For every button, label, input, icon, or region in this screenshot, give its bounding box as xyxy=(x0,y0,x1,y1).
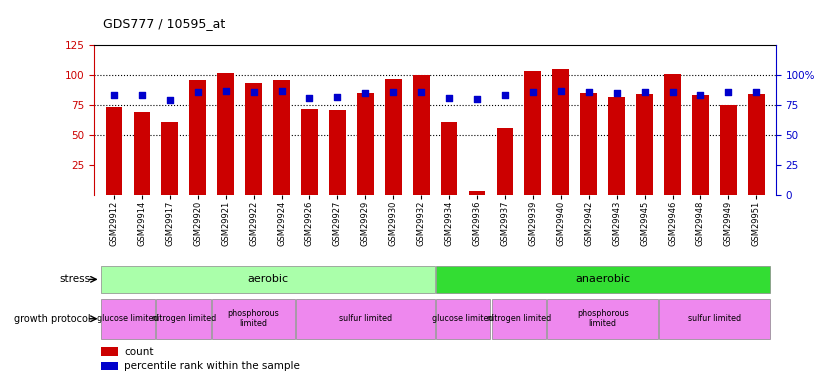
Bar xyxy=(329,110,346,195)
Bar xyxy=(101,347,117,356)
Point xyxy=(498,92,511,98)
Point xyxy=(387,89,400,95)
Point xyxy=(359,90,372,96)
Point xyxy=(750,89,763,95)
Text: phosphorous
limited: phosphorous limited xyxy=(227,309,279,328)
Point xyxy=(443,95,456,101)
Text: glucose limited: glucose limited xyxy=(433,314,493,323)
Bar xyxy=(636,94,653,195)
Point xyxy=(582,89,595,95)
Text: GDS777 / 10595_at: GDS777 / 10595_at xyxy=(103,17,225,30)
Bar xyxy=(441,122,457,195)
Bar xyxy=(162,122,178,195)
Bar xyxy=(492,299,546,339)
Bar xyxy=(245,83,262,195)
Point xyxy=(666,89,679,95)
Text: aerobic: aerobic xyxy=(247,274,288,284)
Point xyxy=(554,88,567,94)
Bar xyxy=(296,299,434,339)
Bar xyxy=(664,74,681,195)
Point xyxy=(694,92,707,98)
Text: sulfur limited: sulfur limited xyxy=(688,314,741,323)
Text: nitrogen limited: nitrogen limited xyxy=(152,314,216,323)
Point xyxy=(108,92,121,98)
Text: count: count xyxy=(125,347,154,357)
Point xyxy=(275,88,288,94)
Bar xyxy=(301,109,318,195)
Point xyxy=(303,95,316,101)
Bar xyxy=(157,299,211,339)
Point xyxy=(247,89,260,95)
Text: stress: stress xyxy=(59,274,90,284)
Point xyxy=(722,89,735,95)
Bar xyxy=(436,299,490,339)
Point xyxy=(219,88,232,94)
Bar xyxy=(273,80,290,195)
Bar xyxy=(580,93,597,195)
Bar xyxy=(469,191,485,195)
Bar xyxy=(385,79,401,195)
Bar xyxy=(413,75,429,195)
Point xyxy=(526,89,539,95)
Text: phosphorous
limited: phosphorous limited xyxy=(577,309,629,328)
Bar xyxy=(497,128,513,195)
Text: percentile rank within the sample: percentile rank within the sample xyxy=(125,361,300,371)
Bar xyxy=(190,80,206,195)
Bar xyxy=(101,362,117,370)
Bar xyxy=(436,266,770,293)
Point xyxy=(163,97,177,103)
Bar xyxy=(218,73,234,195)
Bar xyxy=(100,266,434,293)
Bar xyxy=(608,97,625,195)
Bar xyxy=(720,105,736,195)
Bar xyxy=(106,107,122,195)
Text: anaerobic: anaerobic xyxy=(576,274,631,284)
Text: nitrogen limited: nitrogen limited xyxy=(487,314,551,323)
Point xyxy=(135,92,149,98)
Point xyxy=(638,89,651,95)
Text: glucose limited: glucose limited xyxy=(97,314,158,323)
Bar xyxy=(100,299,155,339)
Bar xyxy=(548,299,658,339)
Bar xyxy=(692,95,709,195)
Point xyxy=(415,89,428,95)
Bar xyxy=(213,299,295,339)
Point xyxy=(331,94,344,100)
Point xyxy=(470,96,484,102)
Bar xyxy=(357,93,374,195)
Bar xyxy=(553,69,569,195)
Text: sulfur limited: sulfur limited xyxy=(339,314,392,323)
Point xyxy=(191,89,204,95)
Point xyxy=(610,90,623,96)
Bar xyxy=(525,71,541,195)
Bar xyxy=(659,299,770,339)
Text: growth protocol: growth protocol xyxy=(14,314,90,324)
Bar xyxy=(134,112,150,195)
Bar xyxy=(748,94,764,195)
